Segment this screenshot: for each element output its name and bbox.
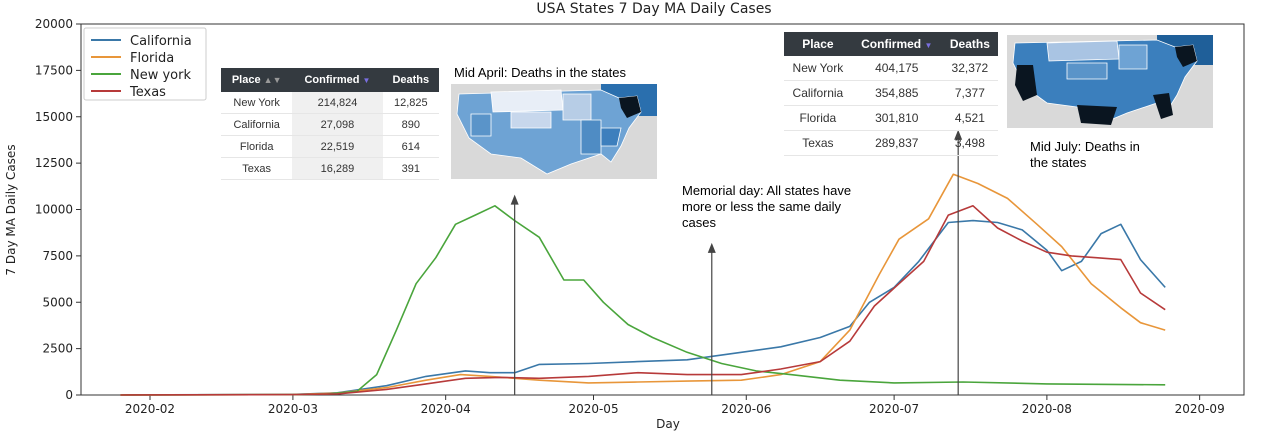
y-axis-label: 7 Day MA Daily Cases: [4, 144, 18, 275]
y-tick-label: 5000: [42, 295, 73, 309]
annotation-mid-april: Mid April: Deaths in the states: [454, 65, 626, 80]
cell-place: New York: [221, 92, 293, 114]
col-deaths-header[interactable]: Deaths: [382, 68, 439, 92]
table-row: Texas 16,289 391: [221, 157, 439, 180]
april-us-deaths-map: [451, 84, 657, 179]
cell-deaths: 391: [382, 157, 439, 180]
y-tick-label: 17500: [35, 63, 73, 77]
x-tick-label: 2020-03: [268, 402, 318, 416]
july-us-deaths-map: [1007, 35, 1213, 128]
y-tick-label: 12500: [35, 156, 73, 170]
cell-confirmed: 27,098: [292, 113, 383, 136]
legend-label: California: [130, 34, 192, 49]
july-deaths-table: Place Confirmed ▼ Deaths New York 404,175…: [784, 32, 998, 156]
col-confirmed-header[interactable]: Confirmed ▼: [292, 68, 383, 92]
legend: California Florida New york Texas: [83, 27, 207, 101]
x-axis-label: Day: [656, 417, 680, 431]
series-line-new-york: [120, 205, 1166, 396]
cell-confirmed: 22,519: [292, 135, 383, 158]
cell-deaths: 4,521: [941, 105, 998, 131]
cell-deaths: 890: [382, 113, 439, 136]
cell-confirmed: 289,837: [851, 130, 942, 156]
legend-box: [83, 27, 207, 101]
sort-desc-icon: ▼: [924, 41, 933, 50]
col-deaths-header[interactable]: Deaths: [941, 32, 998, 56]
april-deaths-table: Place ▲▼ Confirmed ▼ Deaths New York 214,…: [221, 68, 439, 180]
annotation-mid-july: Mid July: Deaths in the states: [1030, 139, 1140, 170]
chart-title: USA States 7 Day MA Daily Cases: [536, 1, 771, 17]
legend-label: Texas: [129, 85, 166, 100]
col-place-header[interactable]: Place ▲▼: [221, 68, 293, 92]
x-tick-label: 2020-08: [1022, 402, 1072, 416]
cell-confirmed: 301,810: [851, 105, 942, 131]
y-tick-label: 15000: [35, 110, 73, 124]
cell-deaths: 3,498: [941, 130, 998, 156]
x-tick-label: 2020-04: [421, 402, 471, 416]
y-tick-label: 20000: [35, 17, 73, 31]
arrow-head: [510, 194, 519, 205]
col-place-header[interactable]: Place: [784, 32, 852, 56]
cell-place: California: [221, 113, 293, 136]
cell-place: California: [784, 80, 852, 106]
cell-confirmed: 404,175: [851, 56, 942, 81]
cell-place: Florida: [784, 105, 852, 131]
table-row: Florida 301,810 4,521: [784, 105, 998, 131]
sort-desc-icon: ▼: [362, 76, 371, 85]
legend-label: New york: [130, 68, 191, 83]
y-tick-label: 7500: [42, 249, 73, 263]
annotation-memorial-day: Memorial day: All states have more or le…: [682, 183, 852, 230]
cell-deaths: 32,372: [941, 56, 998, 81]
series-lines: [120, 173, 1166, 396]
cell-place: New York: [784, 56, 852, 81]
x-tick-label: 2020-02: [125, 402, 175, 416]
cell-place: Texas: [221, 157, 293, 180]
table-row: New York 404,175 32,372: [784, 56, 998, 81]
y-tick-label: 0: [65, 388, 73, 402]
cell-deaths: 614: [382, 135, 439, 158]
cell-place: Texas: [784, 130, 852, 156]
x-tick-label: 2020-07: [869, 402, 919, 416]
series-line-california: [120, 219, 1166, 396]
y-axis: 0 2500 5000 7500 10000 12500 15000 17500 20000: [35, 17, 81, 402]
table-row: Texas 289,837 3,498: [784, 130, 998, 156]
x-tick-label: 2020-05: [568, 402, 618, 416]
x-tick-label: 2020-09: [1175, 402, 1225, 416]
x-tick-label: 2020-06: [721, 402, 771, 416]
table-row: California 354,885 7,377: [784, 80, 998, 106]
table-row: New York 214,824 12,825: [221, 92, 439, 114]
cell-deaths: 12,825: [382, 92, 439, 114]
table-row: California 27,098 890: [221, 113, 439, 136]
cell-deaths: 7,377: [941, 80, 998, 106]
x-axis: 2020-02 2020-03 2020-04 2020-05 2020-06 2020-…: [125, 395, 1225, 416]
table-row: Florida 22,519 614: [221, 135, 439, 158]
legend-label: Florida: [130, 51, 174, 66]
cell-place: Florida: [221, 135, 293, 158]
arrow-head: [707, 242, 716, 253]
cell-confirmed: 354,885: [851, 80, 942, 106]
y-tick-label: 2500: [42, 342, 73, 356]
cell-confirmed: 16,289: [292, 157, 383, 180]
cell-confirmed: 214,824: [292, 92, 383, 114]
y-tick-label: 10000: [35, 203, 73, 217]
sort-icon: ▲▼: [263, 75, 282, 85]
series-line-texas: [120, 205, 1166, 396]
col-confirmed-header[interactable]: Confirmed ▼: [851, 32, 942, 56]
